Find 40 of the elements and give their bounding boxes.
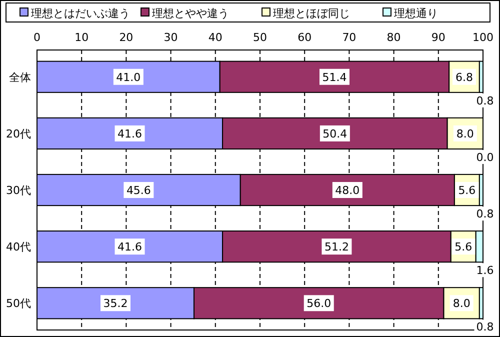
- data-label: 50.4: [322, 127, 348, 140]
- data-label: 1.6: [476, 264, 494, 278]
- legend-label: 理想とやや違う: [152, 7, 229, 20]
- x-tick-label: 20: [119, 31, 134, 44]
- x-tick-label: 10: [74, 31, 89, 44]
- y-tick-label: 50代: [6, 297, 31, 310]
- data-label: 56.0: [306, 297, 332, 310]
- data-label: 45.6: [126, 184, 151, 197]
- data-label: 35.2: [103, 297, 128, 310]
- data-label: 6.8: [456, 70, 474, 84]
- data-label: 48.0: [335, 184, 360, 197]
- data-label: 5.6: [454, 240, 472, 254]
- x-tick-label: 80: [386, 31, 401, 44]
- data-label: 0.8: [476, 208, 494, 221]
- legend-label: 理想とほぼ同じ: [273, 7, 350, 20]
- data-label: 0.8: [476, 320, 494, 334]
- x-tick-label: 30: [164, 31, 178, 44]
- x-tick-label: 100: [472, 31, 494, 44]
- x-tick-label: 50: [253, 31, 267, 44]
- y-tick-label: 全体: [9, 70, 31, 84]
- y-tick-label: 30代: [6, 184, 31, 197]
- legend-label: 理想通り: [394, 7, 438, 20]
- x-tick-label: 0: [34, 31, 40, 44]
- data-label: 51.4: [322, 70, 347, 84]
- x-tick-label: 70: [342, 31, 356, 44]
- data-label: 41.6: [118, 240, 142, 254]
- data-label: 41.0: [116, 70, 141, 84]
- legend-label: 理想とはだいぶ違う: [31, 7, 130, 20]
- y-tick-label: 40代: [6, 240, 31, 254]
- data-label: 8.0: [456, 127, 474, 140]
- data-label: 8.0: [452, 297, 470, 310]
- x-tick-label: 90: [431, 31, 446, 44]
- x-tick-label: 40: [208, 31, 222, 44]
- data-label: 0.0: [476, 150, 494, 164]
- data-label: 0.8: [476, 94, 494, 108]
- data-label: 51.2: [324, 240, 349, 254]
- data-label: 41.6: [118, 127, 142, 140]
- x-tick-label: 60: [298, 31, 312, 44]
- y-tick-label: 20代: [6, 127, 31, 140]
- data-label: 5.6: [458, 184, 476, 197]
